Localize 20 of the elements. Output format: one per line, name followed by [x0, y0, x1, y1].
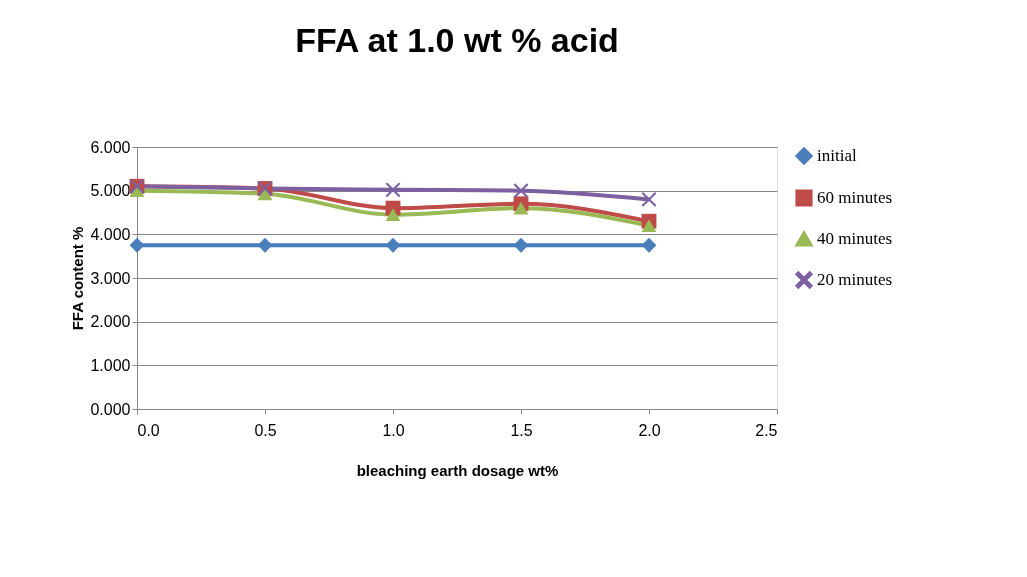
y-tick-label: 4.000 — [90, 225, 131, 243]
x-tick-label: 2.0 — [638, 421, 661, 439]
x-tick-label: 0.5 — [254, 421, 277, 439]
x-tick-label: 0.0 — [137, 421, 160, 439]
x-tick-label: 1.0 — [382, 421, 405, 439]
x-tick-label: 1.5 — [510, 421, 533, 439]
y-tick-label: 1.000 — [90, 356, 131, 374]
y-tick-label: 5.000 — [90, 182, 131, 200]
y-tick-label: 3.000 — [90, 269, 131, 287]
legend-label: 40 minutes — [817, 229, 893, 248]
y-tick-label: 6.000 — [90, 138, 131, 156]
x-tick-label: 2.5 — [755, 421, 778, 439]
x-axis-title: bleaching earth dosage wt% — [356, 461, 559, 479]
legend-label: initial — [817, 146, 857, 165]
y-tick-label: 0.000 — [90, 400, 131, 418]
legend-label: 60 minutes — [817, 188, 893, 207]
legend-label: 20 minutes — [817, 270, 893, 289]
y-axis-title: FFA content % — [69, 226, 87, 331]
chart-title: FFA at 1.0 wt % acid — [295, 21, 619, 59]
y-tick-label: 2.000 — [90, 313, 131, 331]
